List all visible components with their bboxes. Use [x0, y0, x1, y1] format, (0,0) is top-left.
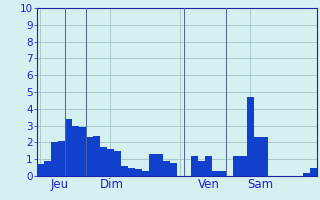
Bar: [198, 161, 204, 176]
Bar: [156, 154, 163, 176]
Bar: [149, 154, 156, 176]
Bar: [247, 97, 253, 176]
Bar: [219, 171, 226, 176]
Bar: [128, 168, 134, 176]
Bar: [65, 119, 72, 176]
Bar: [163, 161, 170, 176]
Bar: [121, 166, 128, 176]
Bar: [37, 164, 44, 176]
Bar: [205, 156, 212, 176]
Bar: [135, 169, 141, 176]
Text: Ven: Ven: [198, 178, 220, 191]
Bar: [58, 141, 65, 176]
Bar: [310, 168, 316, 176]
Bar: [107, 149, 114, 176]
Bar: [142, 171, 148, 176]
Bar: [79, 127, 85, 176]
Bar: [100, 147, 107, 176]
Bar: [240, 156, 246, 176]
Bar: [212, 171, 219, 176]
Text: Sam: Sam: [247, 178, 273, 191]
Bar: [254, 137, 260, 176]
Bar: [170, 163, 177, 176]
Bar: [93, 136, 100, 176]
Bar: [44, 161, 51, 176]
Bar: [72, 126, 78, 176]
Bar: [51, 142, 58, 176]
Text: Dim: Dim: [100, 178, 124, 191]
Bar: [303, 173, 309, 176]
Bar: [191, 156, 197, 176]
Bar: [233, 156, 240, 176]
Bar: [86, 137, 92, 176]
Text: Jeu: Jeu: [51, 178, 69, 191]
Bar: [114, 151, 121, 176]
Bar: [261, 137, 268, 176]
